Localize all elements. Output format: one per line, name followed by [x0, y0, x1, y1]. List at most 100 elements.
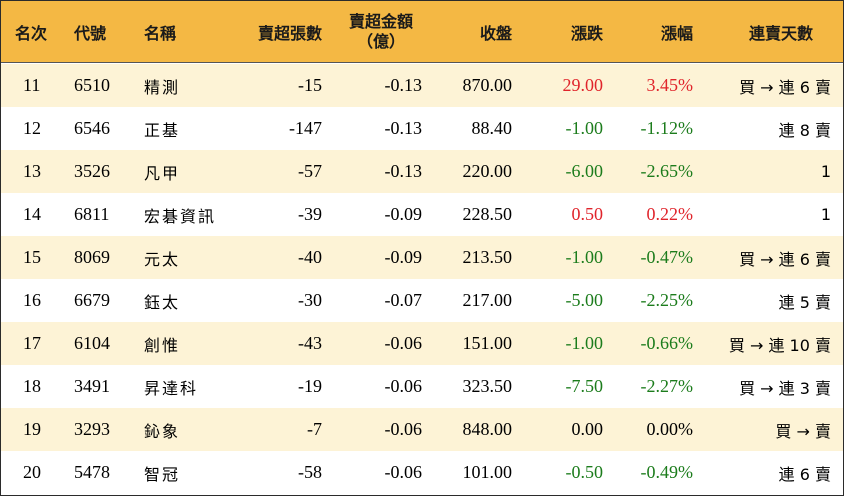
cell-net-sell-amount: -0.13 — [384, 161, 423, 181]
cell-change: -5.00 — [565, 290, 604, 310]
cell-rank: 14 — [23, 204, 41, 224]
header-consecutive-sell-days: 連賣天數 — [748, 23, 813, 43]
table-row[interactable]: 16 6679 鈺太 -30 -0.07 217.00 -5.00 -2.25% 連 5 賣 — [1, 279, 843, 322]
cell-net-sell-amount: -0.06 — [384, 462, 423, 482]
cell-change: -1.00 — [565, 247, 604, 267]
cell-name: 鈺太 — [144, 292, 181, 312]
cell-consecutive-sell-days: 買 → 連 3 賣 — [739, 378, 831, 398]
cell-code: 6546 — [74, 118, 110, 138]
cell-consecutive-sell-days: 1 — [820, 162, 831, 181]
cell-net-sell-lots: -147 — [289, 118, 322, 138]
cell-rank: 20 — [23, 462, 41, 482]
cell-close: 88.40 — [471, 118, 513, 138]
cell-rank: 19 — [23, 419, 41, 439]
cell-close: 220.00 — [462, 161, 513, 181]
cell-code: 3293 — [74, 419, 110, 439]
cell-pct-change: -0.66% — [640, 333, 694, 353]
cell-change: -1.00 — [565, 118, 604, 138]
header-name: 名稱 — [144, 23, 177, 43]
cell-consecutive-sell-days: 買 → 連 10 賣 — [728, 335, 831, 355]
cell-close: 217.00 — [462, 290, 513, 310]
cell-net-sell-amount: -0.09 — [384, 204, 423, 224]
cell-pct-change: -0.49% — [640, 462, 694, 482]
cell-net-sell-amount: -0.06 — [384, 376, 423, 396]
cell-close: 213.50 — [462, 247, 513, 267]
cell-name: 元太 — [144, 249, 181, 269]
cell-code: 6679 — [74, 290, 110, 310]
cell-name: 宏碁資訊 — [144, 206, 217, 226]
cell-consecutive-sell-days: 買 → 賣 — [775, 421, 831, 441]
header-net-sell-amount: 賣超金額 （億） — [341, 1, 421, 62]
cell-pct-change: 0.22% — [646, 204, 694, 224]
cell-code: 6510 — [74, 75, 110, 95]
cell-change: 29.00 — [562, 75, 604, 95]
cell-name: 昇達科 — [144, 378, 199, 398]
table-row[interactable]: 18 3491 昇達科 -19 -0.06 323.50 -7.50 -2.27% 買 → 連 … — [1, 365, 843, 408]
table-row[interactable]: 17 6104 創惟 -43 -0.06 151.00 -1.00 -0.66% 買 → 連 1… — [1, 322, 843, 365]
cell-net-sell-amount: -0.13 — [384, 75, 423, 95]
cell-pct-change: -2.25% — [640, 290, 694, 310]
table-row[interactable]: 14 6811 宏碁資訊 -39 -0.09 228.50 0.50 0.22% 1 — [1, 193, 843, 236]
header-pct-change: 漲幅 — [660, 23, 693, 43]
cell-net-sell-lots: -40 — [298, 247, 322, 267]
cell-code: 5478 — [74, 462, 110, 482]
cell-change: 0.00 — [571, 419, 604, 439]
cell-net-sell-lots: -15 — [298, 75, 322, 95]
cell-net-sell-amount: -0.13 — [384, 118, 423, 138]
cell-net-sell-lots: -7 — [307, 419, 322, 439]
cell-close: 228.50 — [462, 204, 513, 224]
cell-code: 6104 — [74, 333, 110, 353]
cell-change: 0.50 — [571, 204, 604, 224]
cell-code: 6811 — [74, 204, 110, 224]
cell-change: -0.50 — [565, 462, 604, 482]
cell-pct-change: 3.45% — [646, 75, 694, 95]
cell-name: 精測 — [144, 77, 181, 97]
cell-rank: 12 — [23, 118, 41, 138]
cell-pct-change: -1.12% — [640, 118, 694, 138]
cell-consecutive-sell-days: 連 8 賣 — [778, 120, 831, 140]
header-code: 代號 — [74, 23, 107, 43]
table-row[interactable]: 15 8069 元太 -40 -0.09 213.50 -1.00 -0.47% 買 → 連 6… — [1, 236, 843, 279]
cell-name: 凡甲 — [144, 163, 181, 183]
cell-consecutive-sell-days: 連 6 賣 — [778, 464, 831, 484]
cell-rank: 17 — [23, 333, 41, 353]
table-row[interactable]: 13 3526 凡甲 -57 -0.13 220.00 -6.00 -2.65% 1 — [1, 150, 843, 193]
cell-net-sell-lots: -58 — [298, 462, 322, 482]
cell-code: 8069 — [74, 247, 110, 267]
header-rank: 名次 — [15, 23, 48, 43]
header-change: 漲跌 — [570, 23, 603, 43]
cell-consecutive-sell-days: 買 → 連 6 賣 — [739, 77, 831, 97]
cell-close: 848.00 — [462, 419, 513, 439]
cell-net-sell-lots: -43 — [298, 333, 322, 353]
cell-net-sell-amount: -0.07 — [384, 290, 423, 310]
header-net-sell-lots: 賣超張數 — [257, 23, 322, 43]
header-close: 收盤 — [479, 23, 512, 43]
table-row[interactable]: 19 3293 鈊象 -7 -0.06 848.00 0.00 0.00% 買 → 賣 — [1, 408, 843, 451]
cell-name: 智冠 — [144, 464, 181, 484]
cell-rank: 13 — [23, 161, 41, 181]
cell-pct-change: -2.27% — [640, 376, 694, 396]
table-row[interactable]: 12 6546 正基 -147 -0.13 88.40 -1.00 -1.12% 連 8 賣 — [1, 107, 843, 150]
cell-name: 鈊象 — [144, 421, 181, 441]
cell-net-sell-amount: -0.06 — [384, 333, 423, 353]
cell-pct-change: -0.47% — [640, 247, 694, 267]
cell-net-sell-lots: -39 — [298, 204, 322, 224]
cell-pct-change: -2.65% — [640, 161, 694, 181]
cell-close: 101.00 — [462, 462, 513, 482]
cell-change: -1.00 — [565, 333, 604, 353]
cell-close: 151.00 — [462, 333, 513, 353]
cell-name: 正基 — [144, 120, 181, 140]
cell-net-sell-lots: -30 — [298, 290, 322, 310]
cell-name: 創惟 — [144, 335, 181, 355]
cell-code: 3491 — [74, 376, 110, 396]
table-row[interactable]: 11 6510 精測 -15 -0.13 870.00 29.00 3.45% 買 → 連 6 … — [1, 64, 843, 107]
cell-close: 870.00 — [462, 75, 513, 95]
table-row[interactable]: 20 5478 智冠 -58 -0.06 101.00 -0.50 -0.49% 連 6 賣 — [1, 451, 843, 494]
cell-consecutive-sell-days: 買 → 連 6 賣 — [739, 249, 831, 269]
header-net-sell-amount-line1: 賣超金額 — [348, 11, 413, 31]
cell-rank: 15 — [23, 247, 41, 267]
cell-consecutive-sell-days: 連 5 賣 — [778, 292, 831, 312]
cell-rank: 16 — [23, 290, 41, 310]
header-net-sell-amount-line2: （億） — [356, 31, 405, 51]
